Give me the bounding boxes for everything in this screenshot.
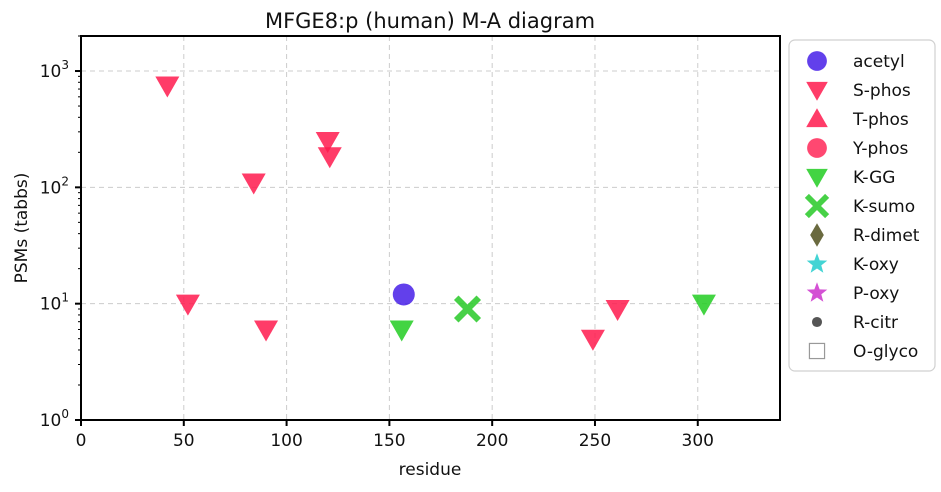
legend-label: acetyl xyxy=(853,52,905,72)
legend-marker-y-phos xyxy=(807,138,827,158)
data-point-s-phos xyxy=(315,132,340,154)
x-tick-label: 300 xyxy=(682,431,714,451)
legend-label: T-phos xyxy=(852,110,909,130)
data-point-acetyl xyxy=(392,283,415,306)
data-point-s-phos xyxy=(317,147,342,169)
legend-label: K-oxy xyxy=(853,255,899,275)
data-point-s-phos xyxy=(241,173,266,195)
legend-marker-p-oxy xyxy=(806,282,828,302)
axes-layer: 0 50 100 150 200 250 300 100 101 102 103 xyxy=(40,35,781,451)
legend-label: S-phos xyxy=(853,81,911,101)
data-point-s-phos xyxy=(175,294,200,316)
x-tick-label: 100 xyxy=(270,431,302,451)
y-tick-label: 101 xyxy=(40,291,69,315)
legend-label: Y-phos xyxy=(852,139,908,159)
y-tick-label: 102 xyxy=(40,174,69,198)
x-tick-label: 250 xyxy=(579,431,611,451)
data-points-layer xyxy=(155,76,716,351)
data-point-k-gg xyxy=(389,320,414,342)
x-tick-label: 150 xyxy=(373,431,405,451)
y-axis-label: PSMs (tabbs) xyxy=(12,173,32,284)
legend-label: P-oxy xyxy=(853,284,899,304)
legend-marker-k-sumo xyxy=(804,193,830,219)
grid-layer xyxy=(80,36,780,421)
legend-label: K-GG xyxy=(853,168,895,188)
legend-box xyxy=(788,39,936,372)
legend-marker-s-phos xyxy=(806,81,828,101)
plot-frame xyxy=(80,35,781,421)
x-axis-label: residue xyxy=(399,460,462,480)
x-tick-label: 200 xyxy=(476,431,508,451)
legend-marker-k-gg xyxy=(806,168,828,188)
data-point-s-phos xyxy=(605,299,630,321)
data-point-s-phos xyxy=(155,76,180,98)
x-tick-label: 50 xyxy=(173,431,195,451)
legend-marker-acetyl xyxy=(807,51,827,71)
legend-label: R-dimet xyxy=(853,226,920,246)
y-tick-label: 103 xyxy=(40,58,69,82)
data-point-s-phos xyxy=(254,320,279,342)
legend-label: K-sumo xyxy=(853,197,915,217)
legend-label: R-citr xyxy=(853,313,898,333)
y-tick-label: 100 xyxy=(40,407,69,431)
legend-marker-r-dimet xyxy=(810,223,824,247)
legend-marker-t-phos xyxy=(806,108,828,128)
legend-marker-o-glyco xyxy=(808,342,826,360)
legend: acetyl S-phos T-phos Y-phos K-GG K-sumo R-dime… xyxy=(788,39,936,372)
legend-marker-k-oxy xyxy=(806,253,828,273)
data-point-k-gg xyxy=(691,294,716,316)
legend-marker-r-citr xyxy=(811,316,823,328)
data-point-s-phos xyxy=(580,329,605,351)
data-point-k-sumo xyxy=(453,295,482,323)
x-tick-label: 0 xyxy=(76,431,87,451)
legend-label: O-glyco xyxy=(853,342,918,362)
chart-title: MFGE8:p (human) M-A diagram xyxy=(265,9,595,33)
